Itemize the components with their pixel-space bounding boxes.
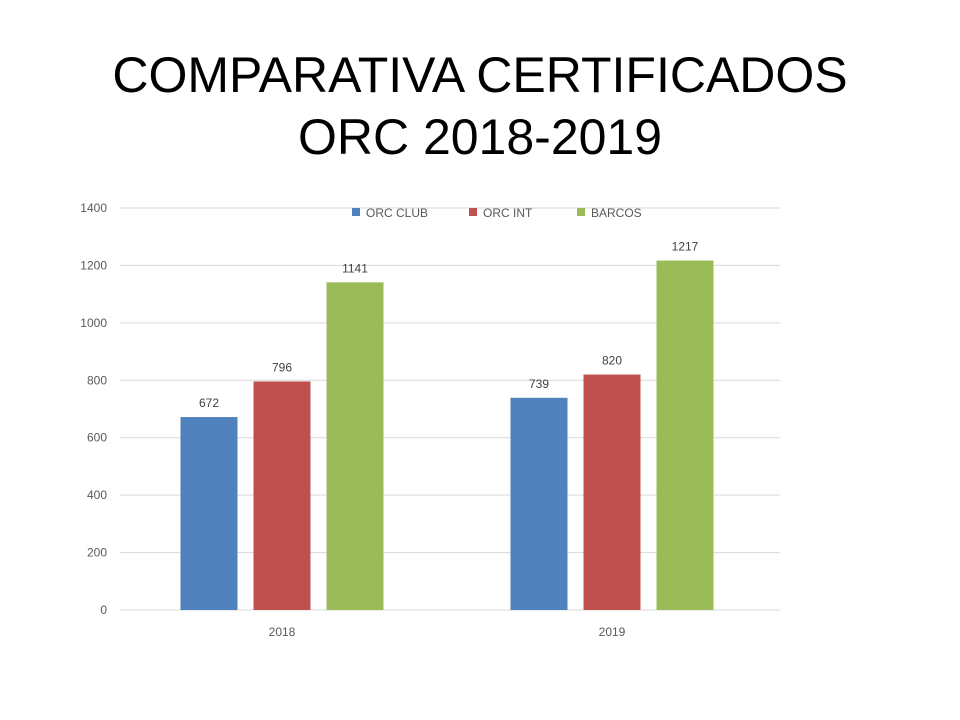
data-label: 1217 [672, 240, 699, 254]
data-label: 820 [602, 354, 622, 368]
legend-label: BARCOS [591, 206, 642, 220]
legend-swatch [469, 208, 477, 216]
x-tick-label: 2018 [269, 625, 296, 639]
y-tick-label: 1000 [80, 316, 107, 330]
legend-swatch [577, 208, 585, 216]
legend-swatch [352, 208, 360, 216]
data-label: 796 [272, 360, 292, 374]
y-tick-label: 400 [87, 488, 107, 502]
bar [583, 374, 641, 610]
data-label: 672 [199, 396, 219, 410]
legend-label: ORC INT [483, 206, 533, 220]
chart-title: COMPARATIVA CERTIFICADOS ORC 2018-2019 [0, 44, 960, 168]
y-tick-label: 1400 [80, 201, 107, 215]
y-tick-label: 0 [100, 603, 107, 617]
bar [180, 417, 238, 610]
bar [253, 381, 311, 610]
y-tick-label: 600 [87, 431, 107, 445]
title-line-2: ORC 2018-2019 [297, 109, 663, 165]
x-tick-label: 2019 [599, 625, 626, 639]
y-tick-label: 800 [87, 373, 107, 387]
data-label: 739 [529, 377, 549, 391]
title-line-1: COMPARATIVA CERTIFICADOS [112, 47, 848, 103]
bar [510, 397, 568, 610]
legend-label: ORC CLUB [366, 206, 428, 220]
y-tick-label: 1200 [80, 258, 107, 272]
bar [326, 282, 384, 610]
bar [656, 260, 714, 610]
y-tick-label: 200 [87, 546, 107, 560]
data-label: 1141 [342, 261, 368, 275]
